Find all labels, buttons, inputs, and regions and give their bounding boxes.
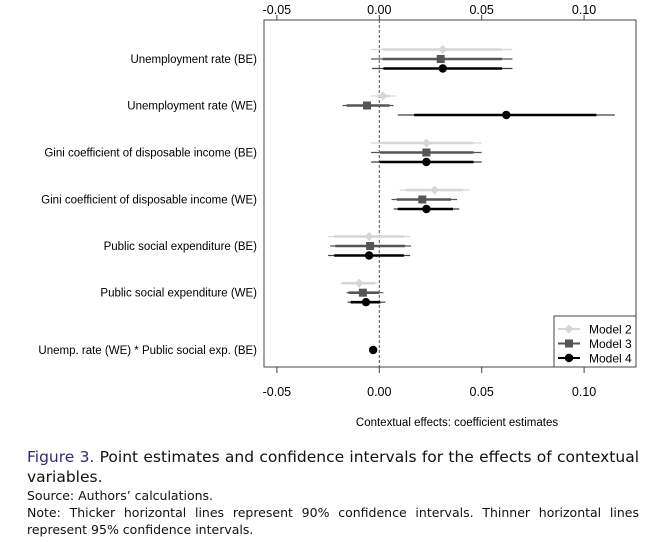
point-estimate <box>364 251 374 260</box>
point-estimate <box>363 101 372 110</box>
bottom-tick-label: 0.10 <box>572 385 596 399</box>
point-estimate <box>438 64 447 73</box>
series-model-2 <box>328 45 513 288</box>
series-model-3 <box>330 55 513 297</box>
figure-title: Point estimates and confidence intervals… <box>27 448 640 486</box>
point-estimate <box>364 232 374 241</box>
point-estimate <box>422 148 431 157</box>
legend-marker <box>564 353 574 363</box>
point-estimate <box>421 138 431 148</box>
point-estimate <box>358 288 367 297</box>
x-axis-label: Contextual effects: coefficient estimate… <box>356 417 558 429</box>
point-estimate <box>366 242 375 250</box>
category-label: Unemployment rate (BE) <box>130 54 257 66</box>
legend-label: Model 4 <box>589 352 632 366</box>
forest-plot: -0.05 -0.05 0.00 0.00 0.05 0.05 0.10 0.10 Contex… <box>38 3 637 429</box>
legend-marker <box>565 339 573 348</box>
point-estimate <box>502 110 511 120</box>
category-label: Unemployment rate (WE) <box>127 101 257 113</box>
bottom-tick-label: 0.05 <box>470 385 494 399</box>
point-estimate <box>422 204 431 214</box>
category-label: Gini coefficient of disposable income (B… <box>44 148 257 160</box>
point-estimate <box>354 278 364 288</box>
category-label: Public social expenditure (BE) <box>104 241 258 253</box>
top-tick-label: 0.10 <box>572 3 596 17</box>
category-label: Public social expenditure (WE) <box>100 288 257 300</box>
point-estimate <box>436 55 445 63</box>
series-model-4 <box>328 64 615 355</box>
category-label: Gini coefficient of disposable income (W… <box>41 195 257 207</box>
point-estimate <box>368 345 378 355</box>
plot-frame <box>263 19 637 368</box>
legend-label: Model 2 <box>589 323 632 337</box>
point-estimate <box>422 157 431 167</box>
point-estimate <box>430 185 440 195</box>
bottom-tick-label: 0.00 <box>367 385 391 399</box>
top-tick-label: -0.05 <box>263 3 292 17</box>
legend-marker <box>564 324 574 334</box>
bottom-tick-label: -0.05 <box>263 385 292 399</box>
figure-caption: Figure 3. Point estimates and confidence… <box>27 447 639 538</box>
top-tick-label: 0.00 <box>367 3 391 17</box>
point-estimate <box>438 45 448 54</box>
point-estimate <box>378 91 388 101</box>
category-label: Unemp. rate (WE) * Public social exp. (B… <box>38 345 257 357</box>
figure-source: Source: Authors’ calculations. <box>27 488 214 503</box>
point-estimate <box>361 298 371 307</box>
legend-label: Model 3 <box>589 337 632 351</box>
point-estimate <box>418 195 427 204</box>
top-tick-label: 0.05 <box>470 3 494 17</box>
figure-label: Figure 3. <box>27 448 95 466</box>
figure-note: Note: Thicker horizontal lines represent… <box>27 505 639 537</box>
